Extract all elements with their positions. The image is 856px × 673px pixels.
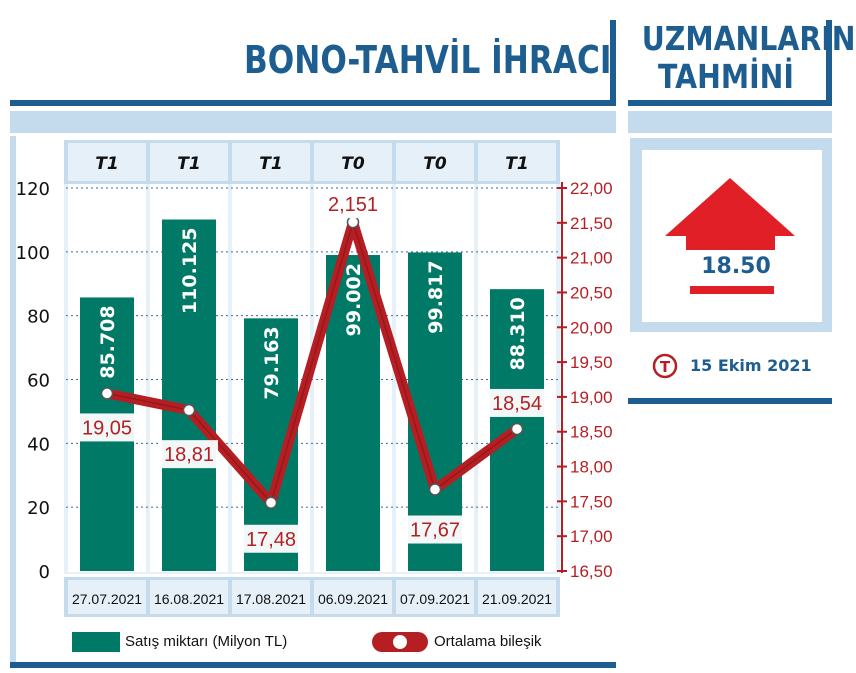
line-label-box (324, 190, 382, 219)
top-label: T1 (177, 154, 200, 174)
date-label: 21.09.2021 (482, 591, 552, 607)
line-point (264, 496, 278, 510)
right-tick-label: 20,00 (570, 318, 613, 337)
legend-bar-label: Satış miktarı (Milyon TL) (125, 633, 288, 650)
legend (72, 632, 428, 652)
line-value-label: 17,48 (246, 529, 296, 551)
left-tick-label: 120 (16, 179, 50, 200)
top-label: T0 (341, 154, 365, 174)
line-point (100, 387, 114, 400)
forecast-underline (690, 286, 774, 294)
bar (162, 219, 216, 572)
line-point (428, 483, 442, 496)
t-icon-letter: T (660, 358, 671, 376)
top-label: T1 (259, 154, 282, 174)
date-band-bg (64, 577, 560, 617)
forecast-title-line1: UZMANLARIN (641, 19, 856, 58)
line-point (182, 403, 196, 417)
date-cell (150, 580, 228, 614)
bar-value-label: 88.310 (507, 297, 529, 370)
right-tick-label: 22,00 (570, 179, 613, 198)
date-cell (396, 580, 474, 614)
bar-value-labels: 85.708 110.125 79.163 99.002 99.817 88.310 (97, 228, 529, 400)
right-tick-label: 20,50 (570, 283, 613, 302)
line-label-box (488, 388, 546, 417)
top-band-bg (64, 140, 560, 184)
top-label-cell (478, 143, 556, 181)
legend-line-label: Ortalama bileşik (434, 633, 542, 650)
line-point (346, 215, 360, 229)
line-value-label: 17,67 (410, 520, 460, 542)
left-tick-label: 0 (39, 562, 50, 583)
line-label-box (160, 440, 218, 469)
date-cell (68, 580, 146, 614)
left-axis: 0 20 40 60 80 100 120 (16, 179, 50, 583)
line-label-box (78, 413, 136, 442)
legend-bar-swatch (72, 632, 120, 652)
rate-line-shadow (106, 221, 518, 504)
bar-value-label: 79.163 (261, 326, 283, 399)
date-label: 17.08.2021 (236, 591, 306, 607)
line-label-box (406, 515, 464, 544)
left-tick-label: 60 (27, 371, 50, 392)
top-label-cell (232, 143, 310, 181)
date-label: 27.07.2021 (72, 591, 142, 607)
forecast-date: 15 Ekim 2021 (690, 356, 812, 375)
date-label: 16.08.2021 (154, 591, 224, 607)
date-band: 27.07.2021 16.08.2021 17.08.2021 06.09.2021… (64, 577, 560, 617)
forecast-title-line2: TAHMİNİ (658, 57, 794, 96)
forecast-value: 18.50 (701, 254, 771, 279)
top-label-cell (150, 143, 228, 181)
line-point (510, 422, 524, 436)
left-tick-label: 100 (16, 243, 50, 264)
date-label: 07.09.2021 (400, 591, 470, 607)
line-label-box (242, 524, 300, 553)
right-tick-label: 21,50 (570, 214, 613, 233)
date-label: 06.09.2021 (318, 591, 388, 607)
top-label: T0 (423, 154, 447, 174)
left-tick-label: 20 (27, 498, 50, 519)
legend-marker-icon (393, 635, 407, 649)
right-tick-label: 21,00 (570, 249, 613, 268)
top-label: T1 (505, 154, 528, 174)
top-label-cell (314, 143, 392, 181)
right-tick-label: 19,00 (570, 388, 613, 407)
top-label-cell (68, 143, 146, 181)
left-tick-label: 40 (27, 434, 50, 455)
top-label-cell (396, 143, 474, 181)
right-axis: 16,50 17,00 17,50 18,00 18,50 19,00 19,50 20,00… (557, 179, 613, 581)
left-tick-label: 80 (27, 307, 50, 328)
date-cell (478, 580, 556, 614)
rate-line: 19,05 18,81 17,48 2,151 17,67 18,54 (78, 190, 546, 553)
date-cell (232, 580, 310, 614)
page-title: BONO-TAHVİL İHRACI (244, 38, 612, 82)
gridlines (66, 187, 558, 508)
bottom-frame (10, 662, 616, 668)
line-value-label: 2,151 (328, 194, 378, 216)
top-label: T1 (95, 154, 118, 174)
up-arrow-icon (665, 178, 795, 250)
right-tick-label: 19,50 (570, 353, 613, 372)
line-value-label: 19,05 (82, 417, 132, 439)
line-value-label: 18,81 (164, 444, 214, 466)
bar-value-label: 99.817 (425, 260, 447, 333)
right-tick-label: 16,50 (570, 562, 613, 581)
right-tick-label: 17,00 (570, 527, 613, 546)
line-value-label: 18,54 (492, 393, 542, 415)
t-circle-icon (652, 353, 678, 379)
date-cell (314, 580, 392, 614)
bar-value-label: 85.708 (97, 305, 119, 378)
bar-value-label: 110.125 (179, 228, 201, 315)
bar-value-label: 99.002 (343, 263, 365, 336)
left-frame (10, 136, 16, 664)
right-tick-label: 18,50 (570, 423, 613, 442)
bar (326, 255, 380, 571)
header-frame (10, 20, 832, 133)
right-tick-label: 17,50 (570, 492, 613, 511)
forecast-panel: T (628, 138, 832, 404)
right-tick-label: 18,00 (570, 458, 613, 477)
forecast-title: UZMANLARIN TAHMİNİ (642, 20, 856, 96)
